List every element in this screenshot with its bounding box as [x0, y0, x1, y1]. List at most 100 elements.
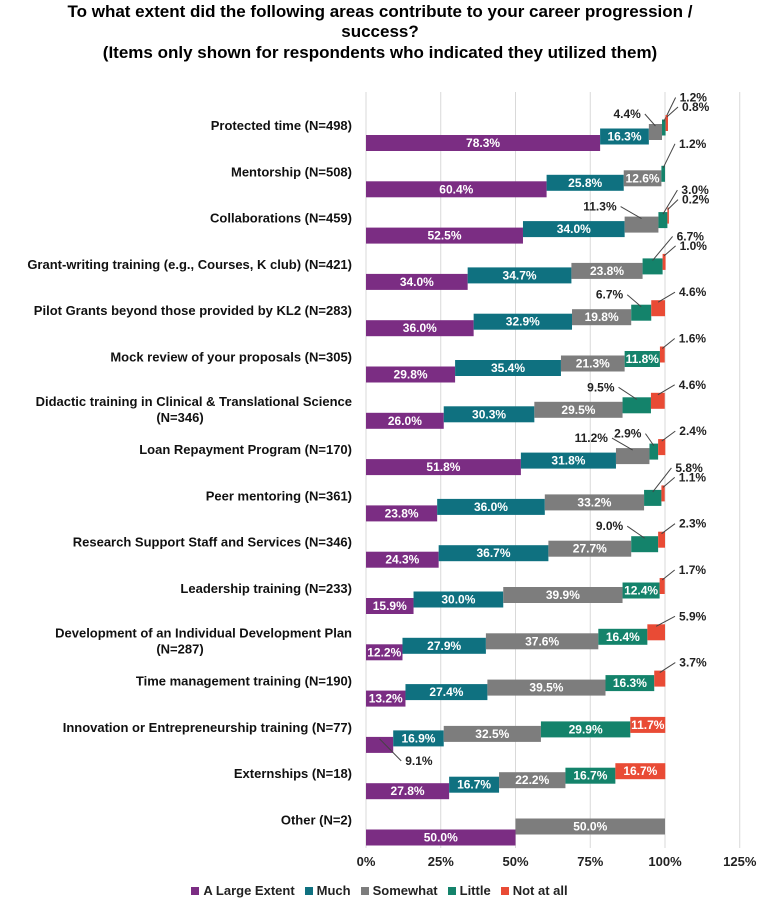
legend-item: A Large Extent [191, 883, 295, 898]
bar-segment [366, 551, 439, 568]
callout-line [644, 113, 656, 127]
data-label: 60.4% [439, 182, 473, 196]
callout-line [659, 662, 676, 674]
legend-label: Not at all [512, 883, 568, 898]
data-label: 27.9% [427, 639, 461, 653]
bar-segment [449, 776, 500, 793]
bar-segment [650, 392, 665, 409]
bar-segment [661, 485, 665, 502]
category-label: Leadership training (N=233) [180, 581, 352, 596]
bar-segment [366, 135, 601, 151]
bar-segment [467, 267, 572, 284]
data-label: 5.9% [679, 609, 707, 623]
data-label: 32.5% [475, 727, 509, 741]
data-label: 50.0% [573, 820, 607, 834]
data-label: 2.9% [614, 427, 642, 441]
bar-segment [658, 531, 665, 548]
legend-swatch [304, 887, 313, 895]
bar-segment [622, 397, 651, 414]
x-tick-label: 100% [648, 854, 682, 869]
bar-segment [642, 258, 663, 275]
data-label: 34.0% [557, 222, 591, 236]
data-label: 24.3% [385, 553, 419, 567]
bar-segment [520, 452, 616, 469]
bar-segment [366, 505, 438, 522]
data-label: 21.3% [576, 357, 610, 371]
x-tick-label: 25% [428, 854, 454, 869]
bar-segment [661, 165, 665, 182]
data-label: 22.2% [515, 773, 549, 787]
bar-segment [366, 366, 456, 383]
bar-segment [647, 624, 665, 641]
data-label: 16.7% [457, 778, 491, 792]
data-label: 4.4% [613, 107, 641, 121]
data-label: 27.4% [429, 685, 463, 699]
data-label: 15.9% [373, 599, 407, 613]
legend-label: Little [459, 883, 491, 898]
chart-subtitle: (Items only shown for respondents who in… [102, 43, 658, 62]
bar-segment [413, 591, 504, 608]
bar-segment [624, 216, 659, 233]
data-label: 27.8% [391, 784, 425, 798]
callout-line [666, 106, 679, 118]
bar-segment [598, 628, 648, 645]
data-label: 12.6% [626, 171, 660, 185]
data-label: 9.5% [587, 380, 615, 394]
data-label: 51.8% [426, 460, 460, 474]
x-tick-label: 50% [502, 854, 528, 869]
bar-segment [644, 489, 662, 506]
data-label: 27.7% [573, 542, 607, 556]
data-label: 1.2% [680, 91, 708, 105]
callout-line [663, 97, 677, 122]
bar-segment [366, 320, 474, 337]
bar-segment [515, 818, 665, 835]
bar-segment [366, 181, 547, 198]
data-label: 52.5% [427, 229, 461, 243]
data-label: 9.0% [596, 519, 624, 533]
data-label: 16.9% [401, 731, 435, 745]
bar-segment [534, 401, 623, 418]
data-label: 16.3% [607, 130, 641, 144]
legend-swatch [191, 887, 200, 895]
bar-segment [654, 670, 666, 687]
callout-line [626, 294, 642, 308]
bar-segment [615, 448, 650, 465]
category-label: Mentorship (N=508) [231, 164, 352, 179]
data-label: 16.7% [623, 764, 657, 778]
bar-segment [624, 351, 660, 367]
category-label: Development of an Individual Development… [55, 625, 352, 656]
data-label: 39.9% [546, 588, 580, 602]
bar-segment [648, 124, 663, 140]
data-label: 11.7% [631, 718, 665, 732]
x-tick-label: 75% [577, 854, 603, 869]
data-label: 1.2% [679, 137, 707, 151]
bar-segment [366, 412, 444, 429]
data-label: 29.9% [569, 722, 603, 736]
data-label: 11.3% [583, 200, 617, 214]
bar-segment [560, 355, 625, 372]
category-label: Time management training (N=190) [136, 674, 352, 689]
bar-segment [631, 536, 659, 553]
data-label: 6.7% [677, 229, 705, 243]
data-label: 13.2% [369, 692, 403, 706]
legend-item: Somewhat [360, 883, 438, 898]
data-label: 19.8% [585, 310, 619, 324]
data-label: 30.3% [472, 407, 506, 421]
data-label: 0.8% [682, 100, 710, 114]
category-label: Grant-writing training (e.g., Courses, K… [27, 257, 352, 272]
data-label: 36.0% [403, 321, 437, 335]
bar-segment [662, 119, 666, 136]
bar-segment [366, 783, 450, 800]
bar-segment [473, 313, 573, 330]
data-label: 23.8% [590, 264, 624, 278]
data-label: 2.3% [679, 517, 707, 531]
data-label: 39.5% [529, 681, 563, 695]
chart-title: To what extent did the following areas c… [67, 2, 693, 41]
bar-segment [600, 128, 649, 145]
legend-label: Much [316, 883, 351, 898]
x-tick-label: 125% [723, 854, 757, 869]
legend-item: Much [304, 883, 351, 898]
bar-segment [522, 221, 625, 238]
bar-segment [622, 582, 660, 599]
bar-segment [631, 304, 652, 321]
